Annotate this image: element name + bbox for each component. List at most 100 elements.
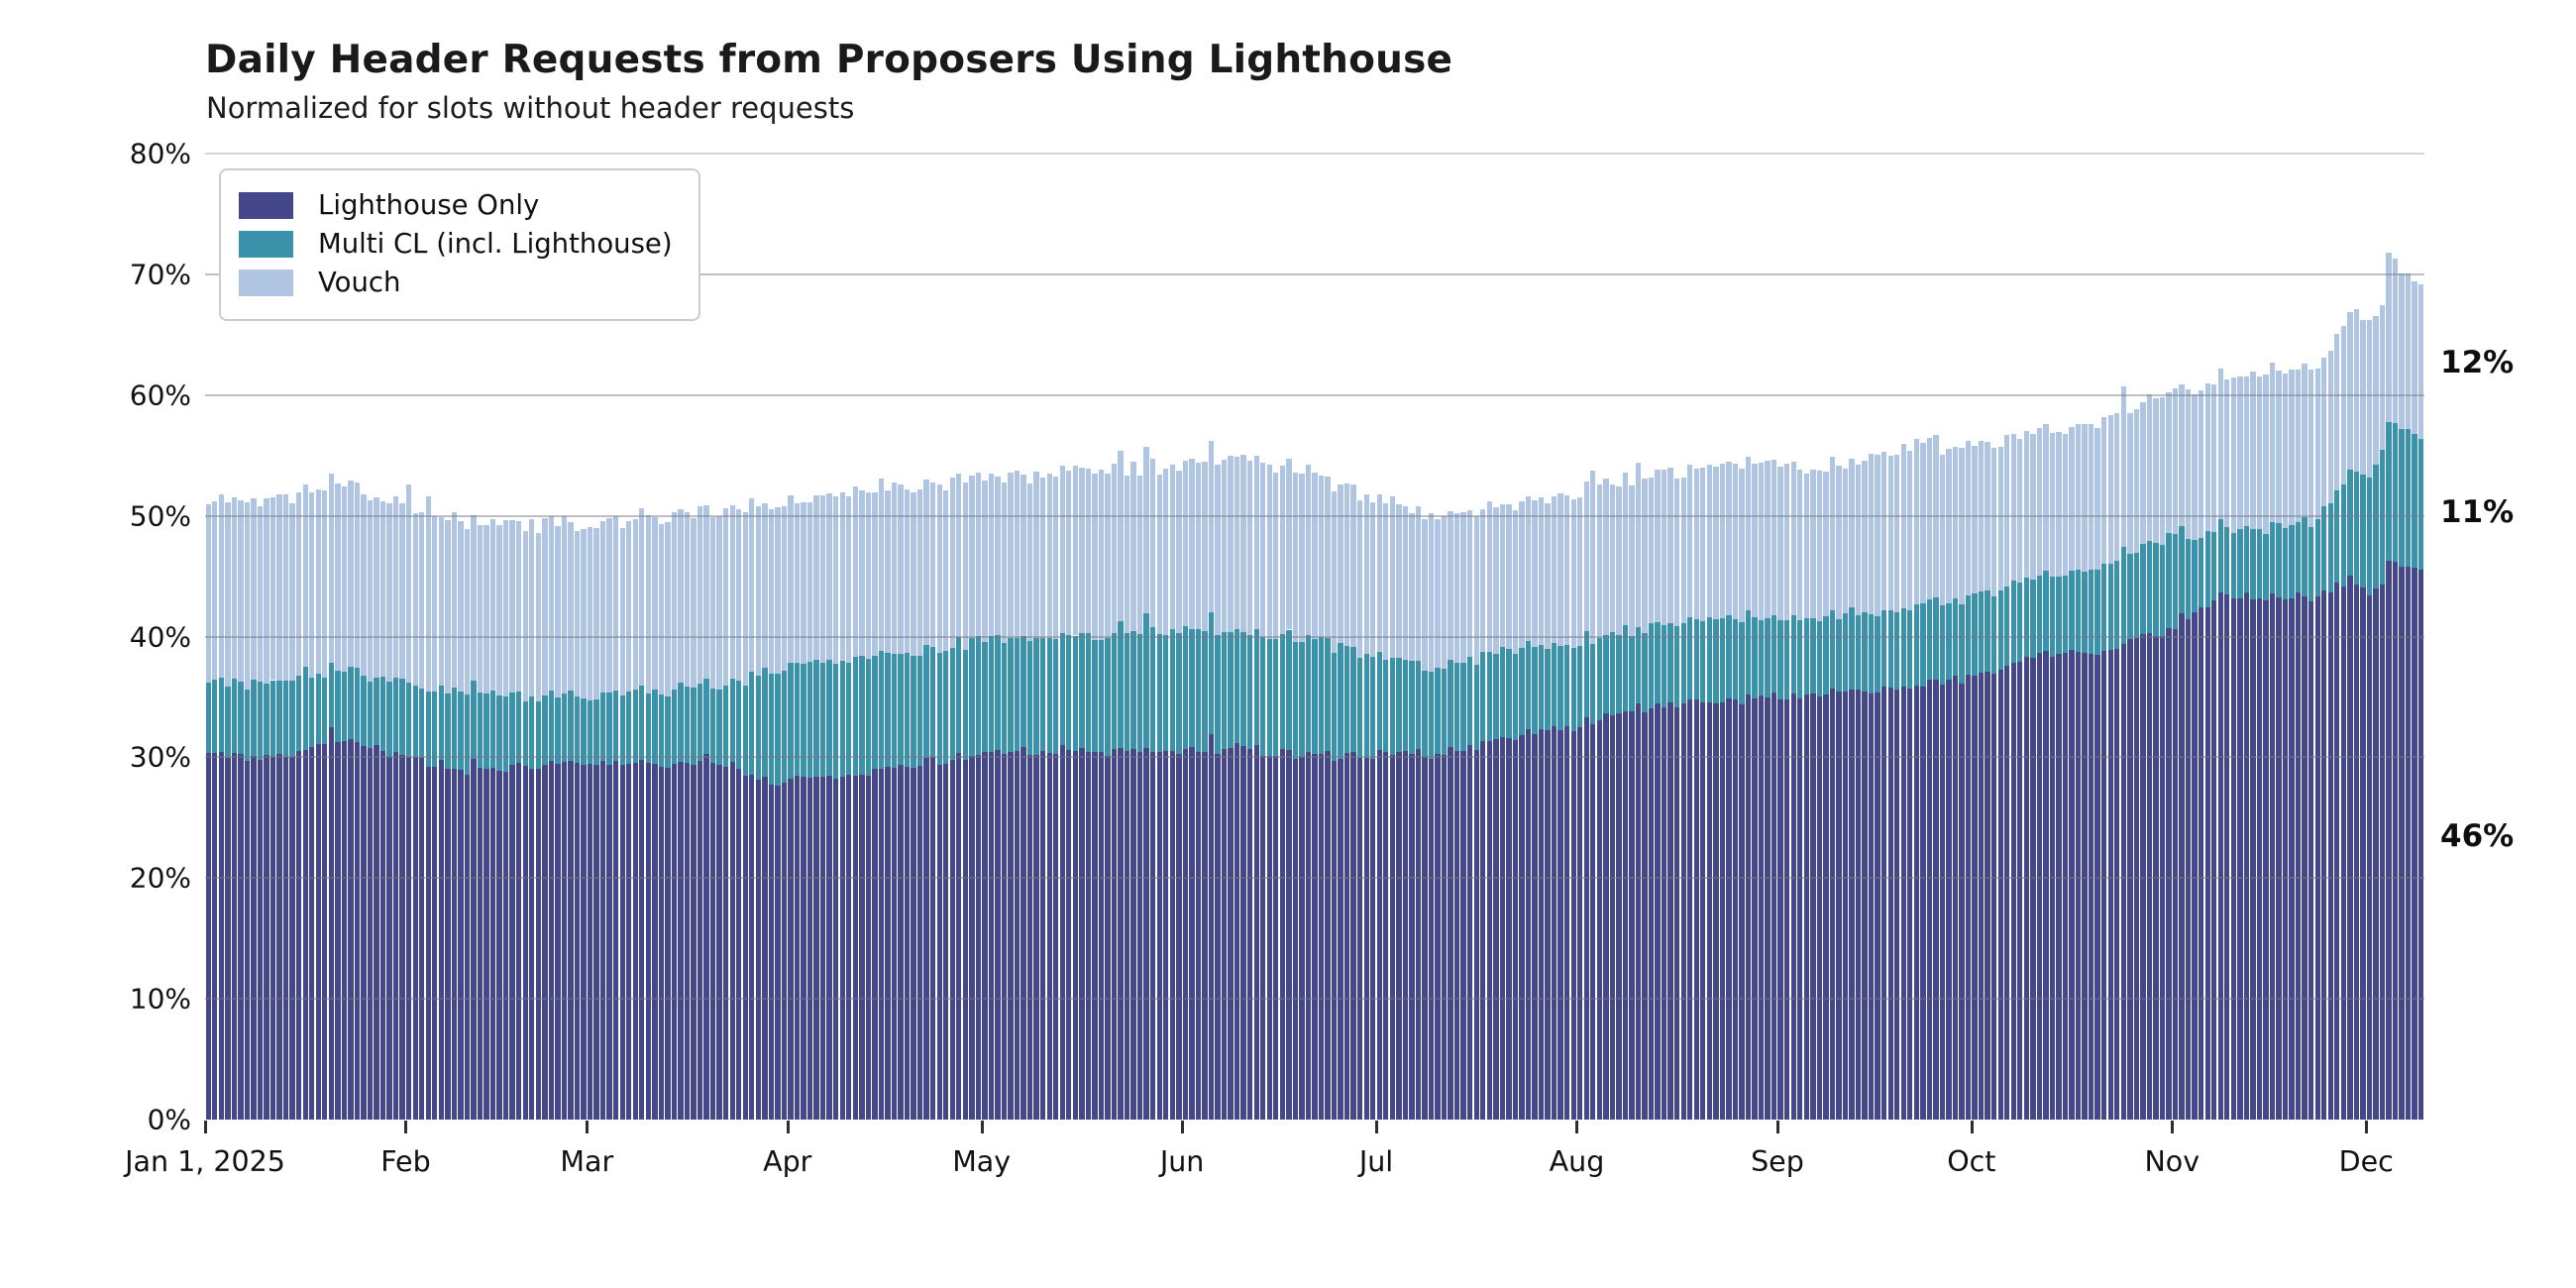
bar-lighthouse-only: [283, 757, 288, 1120]
bar-multi-cl: [251, 680, 256, 756]
bar-multi-cl: [1804, 618, 1809, 695]
bar-lighthouse-only: [659, 767, 664, 1120]
bar-lighthouse-only: [820, 777, 825, 1120]
bar-vouch: [2192, 394, 2197, 540]
bar-multi-cl: [769, 674, 774, 784]
bar-lighthouse-only: [2412, 568, 2416, 1120]
bar-lighthouse-only: [496, 771, 501, 1120]
bar-multi-cl: [937, 653, 942, 765]
bar-vouch: [270, 497, 275, 680]
bar-vouch: [1513, 510, 1518, 654]
bar-lighthouse-only: [1584, 717, 1589, 1120]
bar-lighthouse-only: [206, 753, 211, 1120]
bar-lighthouse-only: [2373, 589, 2378, 1120]
bar-vouch: [1125, 476, 1129, 633]
bar-lighthouse-only: [225, 758, 230, 1120]
bar-vouch: [1390, 496, 1395, 658]
bar-lighthouse-only: [399, 755, 404, 1120]
bar-multi-cl: [1002, 643, 1007, 754]
bar-lighthouse-only: [542, 765, 547, 1120]
x-tick-label: Nov: [2144, 1145, 2200, 1178]
bar-lighthouse-only: [264, 755, 268, 1120]
bar-lighthouse-only: [1642, 712, 1647, 1120]
bar-lighthouse-only: [303, 750, 308, 1120]
bar-multi-cl: [2406, 429, 2411, 568]
bar-vouch: [1086, 469, 1091, 633]
bar-multi-cl: [562, 694, 567, 763]
bar-vouch: [703, 505, 708, 679]
bar-multi-cl: [1881, 610, 1886, 687]
bar-lighthouse-only: [1649, 708, 1654, 1120]
annotation-12: 12%: [2440, 345, 2514, 380]
bar-multi-cl: [1894, 612, 1899, 690]
bar-lighthouse-only: [1733, 699, 1738, 1120]
bar-vouch: [2315, 369, 2320, 519]
bar-vouch: [969, 476, 974, 638]
bar-multi-cl: [303, 667, 308, 750]
bar-lighthouse-only: [1240, 746, 1245, 1120]
bar-vouch: [1823, 472, 1828, 616]
x-tick-label: Jul: [1359, 1145, 1393, 1178]
bar-vouch: [1584, 482, 1589, 631]
bar-lighthouse-only: [665, 768, 670, 1120]
bar-vouch: [1545, 503, 1550, 649]
bar-lighthouse-only: [2056, 654, 2061, 1120]
x-tick-label: Sep: [1751, 1145, 1804, 1178]
bar-multi-cl: [1015, 638, 1020, 751]
bar-vouch: [496, 525, 501, 696]
bar-multi-cl: [2386, 422, 2391, 561]
bar-multi-cl: [1306, 635, 1311, 752]
bar-lighthouse-only: [335, 742, 340, 1120]
bar-multi-cl: [1196, 629, 1201, 752]
annotation-11: 11%: [2440, 494, 2514, 530]
bar-vouch: [452, 512, 457, 689]
bar-vouch: [1480, 509, 1485, 652]
bar-vouch: [2089, 424, 2093, 570]
bar-vouch: [788, 495, 793, 663]
gridline-80: [205, 153, 2424, 155]
bar-multi-cl: [1137, 634, 1142, 752]
bar-multi-cl: [995, 635, 1000, 750]
bar-vouch: [2108, 415, 2113, 564]
bar-lighthouse-only: [1487, 741, 1492, 1120]
bar-lighthouse-only: [1597, 720, 1602, 1120]
bar-lighthouse-only: [1765, 698, 1770, 1120]
bar-multi-cl: [2030, 580, 2035, 658]
bar-multi-cl: [2186, 539, 2191, 619]
bar-vouch: [923, 480, 928, 645]
bar-vouch: [1875, 455, 1879, 616]
bar-multi-cl: [672, 690, 677, 763]
bar-vouch: [2017, 439, 2022, 583]
bar-vouch: [833, 496, 838, 665]
bar-vouch: [1118, 451, 1123, 620]
bar-lighthouse-only: [2328, 592, 2333, 1120]
bar-lighthouse-only: [1545, 730, 1550, 1120]
x-tick-label: Feb: [380, 1145, 430, 1178]
bar-lighthouse-only: [2289, 598, 2294, 1120]
bar-lighthouse-only: [1526, 729, 1531, 1120]
bar-vouch: [1099, 470, 1104, 639]
bar-lighthouse-only: [956, 753, 961, 1120]
bar-vouch: [1027, 483, 1032, 641]
bar-lighthouse-only: [581, 765, 586, 1120]
bar-multi-cl: [238, 682, 243, 754]
bar-lighthouse-only: [2017, 662, 2022, 1120]
bar-vouch: [2082, 424, 2087, 572]
y-tick-label: 30%: [102, 741, 191, 774]
bar-lighthouse-only: [2263, 600, 2268, 1120]
bar-lighthouse-only: [976, 755, 981, 1120]
bar-lighthouse-only: [639, 760, 644, 1120]
bar-lighthouse-only: [1099, 752, 1104, 1121]
bar-multi-cl: [1519, 648, 1524, 735]
bar-multi-cl: [212, 680, 217, 753]
bar-vouch: [2218, 369, 2223, 520]
bar-multi-cl: [775, 674, 780, 787]
bar-vouch: [646, 515, 651, 694]
bar-vouch: [2076, 424, 2081, 571]
bar-lighthouse-only: [1280, 749, 1285, 1120]
bar-vouch: [432, 516, 437, 692]
bar-lighthouse-only: [756, 780, 761, 1120]
bar-vouch: [212, 501, 217, 680]
bar-vouch: [2360, 320, 2365, 474]
bar-vouch: [606, 518, 611, 693]
